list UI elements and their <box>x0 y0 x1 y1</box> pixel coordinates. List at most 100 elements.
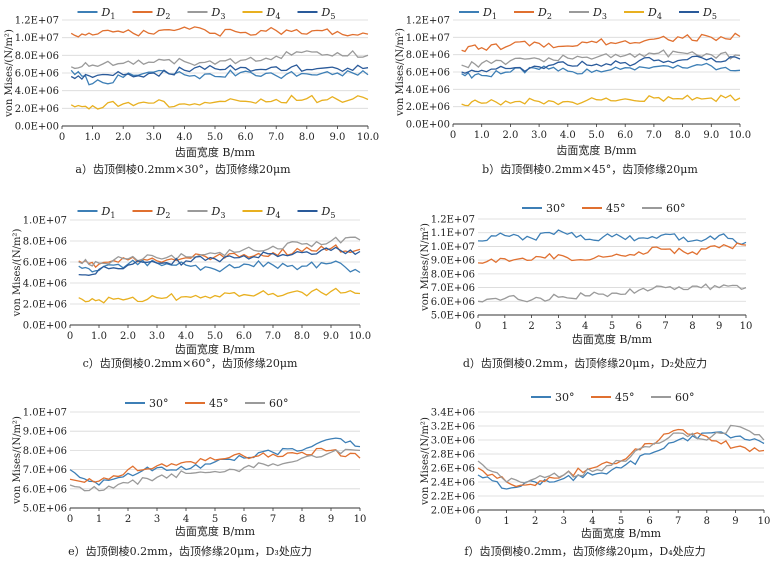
y-tick-label: 2.0E+06 <box>23 300 67 311</box>
series-line-d1 <box>78 259 361 274</box>
panel-caption: f）齿顶倒棱0.2mm，齿顶修缘20μm，D₄处应力 <box>464 544 705 558</box>
x-tick-label: 10 <box>354 514 367 525</box>
x-tick-label: 3.0 <box>149 331 165 342</box>
x-tick-label: 4.0 <box>178 331 194 342</box>
x-tick-label: 3.0 <box>146 132 162 143</box>
x-tick-label: 1.0 <box>474 130 490 141</box>
x-tick-label: 7.0 <box>268 132 284 143</box>
x-tick-label: 7.0 <box>265 331 281 342</box>
series-line-d3 <box>78 236 361 267</box>
x-tick-label: 10 <box>740 321 753 332</box>
y-tick-label: 6.0E+06 <box>431 297 475 308</box>
x-tick-label: 4 <box>183 514 189 525</box>
x-tick-label: 4 <box>582 321 588 332</box>
y-tick-label: 1.0E+07 <box>15 33 59 44</box>
x-tick-label: 3 <box>154 514 160 525</box>
y-tick-label: 2.0E+06 <box>406 102 450 113</box>
y-tick-label: 0.0E+00 <box>23 321 67 332</box>
x-tick-label: 5 <box>609 321 615 332</box>
y-tick-label: 8.0E+06 <box>23 446 67 457</box>
legend-label: D5 <box>321 205 336 220</box>
x-tick-label: 0 <box>475 321 481 332</box>
y-tick-label: 1.2E+07 <box>15 16 59 27</box>
x-tick-label: 3 <box>561 516 567 527</box>
x-tick-label: 0 <box>450 130 456 141</box>
legend-label: D2 <box>537 6 552 21</box>
x-tick-label: 7.0 <box>646 130 662 141</box>
chart-panel-b: 0.0E+00 2.0E+06 4.0E+06 6.0E+06 8.0E+06 1.0E+… <box>395 6 751 176</box>
x-tick-label: 8.0 <box>675 130 691 141</box>
x-tick-label: 6.0 <box>238 132 254 143</box>
x-tick-label: 6.0 <box>236 331 252 342</box>
y-tick-label: 9.0E+06 <box>431 256 475 267</box>
x-tick-label: 2.0 <box>120 331 136 342</box>
x-tick-label: 6 <box>636 321 642 332</box>
legend-label: D3 <box>211 205 226 220</box>
x-tick-label: 6 <box>646 516 652 527</box>
panel-caption: e）齿顶倒棱0.2mm，齿顶修缘20μm，D₃处应力 <box>68 544 312 558</box>
x-tick-label: 7 <box>675 516 681 527</box>
legend-label: 60° <box>666 202 686 215</box>
series-line-d2 <box>70 26 369 38</box>
y-tick-label: 1.2E+07 <box>431 215 475 226</box>
x-tick-label: 2 <box>125 514 131 525</box>
x-tick-label: 7 <box>270 514 276 525</box>
legend-label: 30° <box>555 391 575 404</box>
x-axis-label: 齿面宽度 B/mm <box>175 524 256 538</box>
y-tick-label: 9.0E+06 <box>23 427 67 438</box>
x-tick-label: 9.0 <box>329 132 345 143</box>
series-line-45deg <box>477 242 747 264</box>
y-tick-label: 3.0E+06 <box>431 436 475 447</box>
y-tick-label: 7.0E+06 <box>431 283 475 294</box>
series-line-45deg <box>69 447 361 483</box>
y-tick-label: 6.0E+06 <box>23 258 67 269</box>
y-tick-label: 6.0E+06 <box>406 68 450 79</box>
series-line-d1 <box>461 62 741 80</box>
x-tick-label: 8.0 <box>299 132 315 143</box>
y-axis-label: von Mises/(N/m²) <box>420 223 431 312</box>
series-line-d4 <box>70 94 369 110</box>
series-line-30deg <box>477 229 747 245</box>
series-line-d1 <box>70 69 369 86</box>
legend-label: D2 <box>156 205 171 220</box>
chart-panel-a: 0.0E+00 2.0E+06 4.0E+06 6.0E+06 8.0E+06 1.0E+… <box>4 6 379 176</box>
x-axis-label: 齿面宽度 B/mm <box>175 145 256 159</box>
x-tick-label: 10.0 <box>357 132 379 143</box>
y-tick-label: 2.6E+06 <box>431 464 475 475</box>
x-tick-label: 5.0 <box>207 132 223 143</box>
legend-label: 60° <box>269 397 289 410</box>
x-tick-label: 7 <box>662 321 668 332</box>
x-tick-label: 10.0 <box>349 331 371 342</box>
x-tick-label: 0 <box>59 132 65 143</box>
series-line-d3 <box>461 49 741 69</box>
panel-caption: a）齿顶倒棱0.2mm×30°，齿顶修缘20μm <box>75 162 291 176</box>
y-axis-label: von Mises/(N/m²) <box>12 416 23 505</box>
panel-caption: d）齿顶倒棱0.2mm，齿顶修缘20μm，D₂处应力 <box>463 356 707 370</box>
x-tick-label: 2 <box>528 321 534 332</box>
x-tick-label: 4.0 <box>560 130 576 141</box>
series-line-60deg <box>477 283 747 303</box>
y-tick-label: 3.4E+06 <box>431 408 475 419</box>
legend-label: D5 <box>321 6 336 21</box>
series-line-60deg <box>477 424 765 484</box>
chart-panel-c: 0.0E+00 2.0E+06 4.0E+06 6.0E+06 8.0E+06 1.0E+… <box>12 205 371 370</box>
legend-label: D1 <box>101 205 116 220</box>
x-tick-label: 9 <box>716 321 722 332</box>
x-tick-label: 2.0 <box>115 132 131 143</box>
y-tick-label: 8.0E+06 <box>23 237 67 248</box>
x-axis-label: 齿面宽度 B/mm <box>581 526 662 540</box>
x-tick-label: 1 <box>502 321 508 332</box>
y-tick-label: 6.0E+06 <box>15 69 59 80</box>
x-tick-label: 0 <box>475 516 481 527</box>
y-tick-label: 4.0E+06 <box>15 86 59 97</box>
x-tick-label: 2 <box>532 516 538 527</box>
y-tick-label: 2.0E+06 <box>431 506 475 517</box>
x-tick-label: 5 <box>618 516 624 527</box>
legend-label: D4 <box>647 6 662 21</box>
x-axis-label: 齿面宽度 B/mm <box>175 342 256 356</box>
panel-caption: b）齿顶倒棱0.2mm×45°，齿顶修缘20μm <box>482 162 698 176</box>
y-tick-label: 2.8E+06 <box>431 450 475 461</box>
legend-label: 45° <box>615 391 635 404</box>
x-tick-label: 6.0 <box>617 130 633 141</box>
